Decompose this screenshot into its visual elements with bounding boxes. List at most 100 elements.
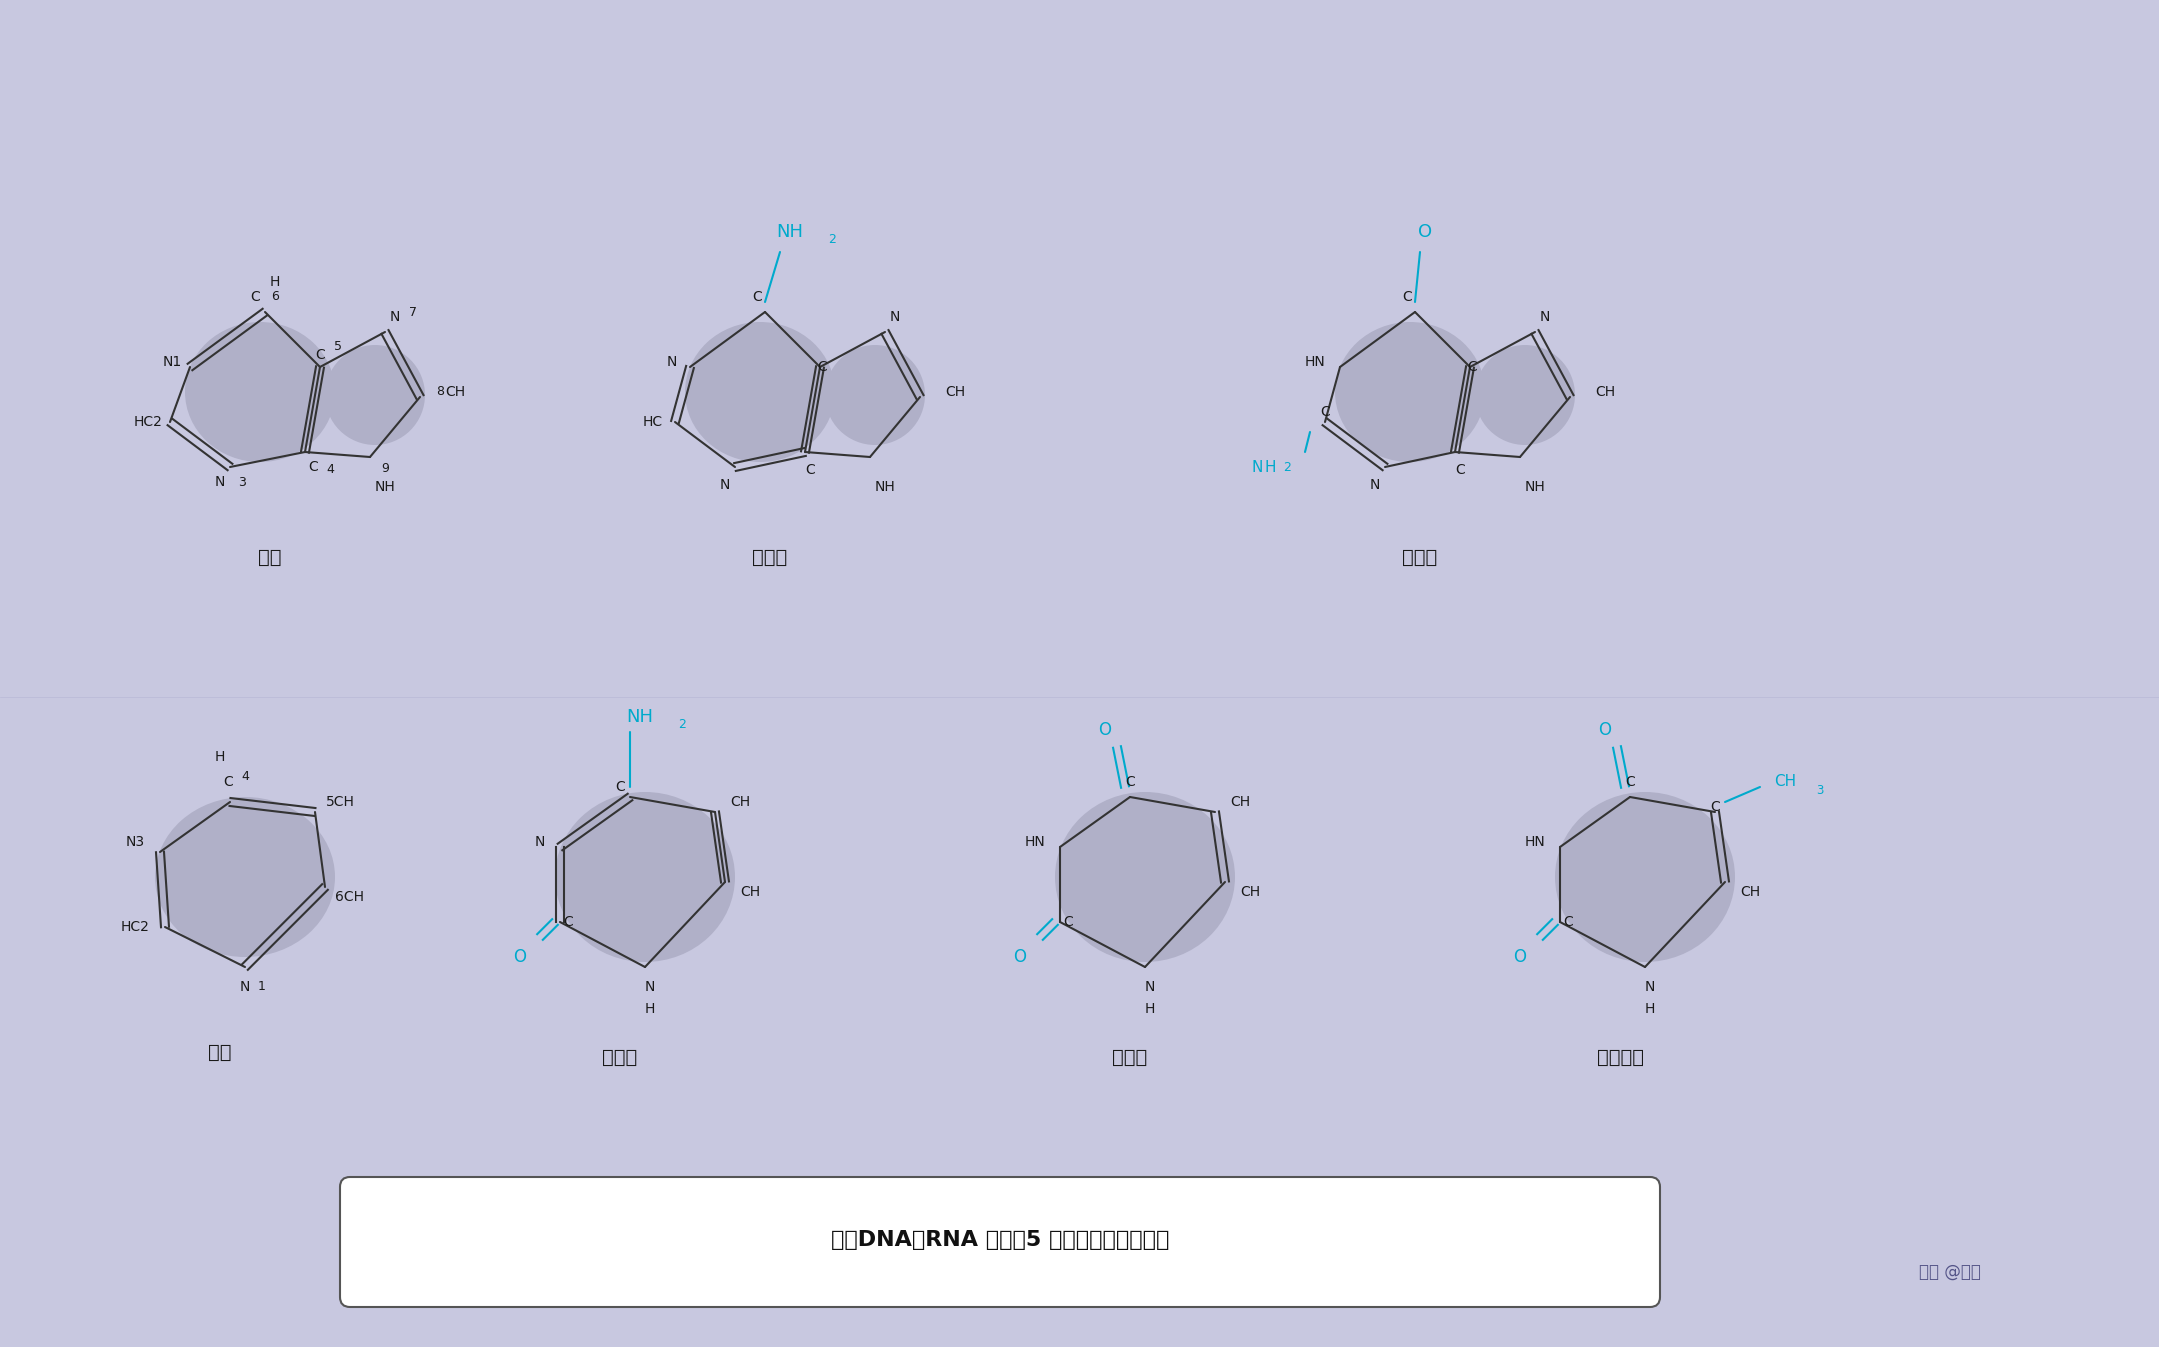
Text: 2: 2 — [829, 233, 836, 247]
Text: 9: 9 — [380, 462, 389, 475]
Text: C: C — [1455, 463, 1464, 477]
Ellipse shape — [825, 345, 924, 445]
Text: O: O — [1418, 224, 1431, 241]
Text: C: C — [1710, 800, 1721, 814]
Text: CH: CH — [1775, 775, 1796, 789]
Text: N: N — [890, 310, 900, 325]
Ellipse shape — [1056, 792, 1235, 962]
Text: CH: CH — [1596, 385, 1615, 399]
Text: H: H — [646, 1002, 654, 1016]
Text: N: N — [1144, 981, 1155, 994]
Ellipse shape — [555, 792, 734, 962]
Text: HN: HN — [1524, 835, 1546, 849]
Text: O: O — [1013, 948, 1026, 966]
Text: HC2: HC2 — [134, 415, 162, 428]
Text: N: N — [535, 835, 546, 849]
Text: N: N — [719, 478, 730, 492]
Ellipse shape — [684, 322, 836, 462]
Text: C: C — [315, 348, 324, 362]
Text: H: H — [1265, 459, 1276, 474]
Text: HC: HC — [643, 415, 663, 428]
Text: N: N — [646, 981, 654, 994]
Text: CH: CH — [1740, 885, 1760, 898]
Text: N: N — [391, 310, 399, 325]
Text: N: N — [1539, 310, 1550, 325]
Text: N: N — [1252, 459, 1263, 474]
Text: N1: N1 — [162, 356, 181, 369]
Text: NH: NH — [874, 480, 896, 494]
Text: N: N — [1645, 981, 1656, 994]
Text: CH: CH — [1231, 795, 1250, 810]
Text: CH: CH — [1239, 885, 1261, 898]
Text: 胸腺嘧啶: 胸腺嘧啶 — [1596, 1048, 1643, 1067]
Text: N: N — [214, 475, 225, 489]
Text: C: C — [1563, 915, 1574, 929]
Text: CH: CH — [946, 385, 965, 399]
Ellipse shape — [1475, 345, 1576, 445]
Text: C: C — [805, 463, 814, 477]
Text: C: C — [563, 915, 572, 929]
Text: 3: 3 — [237, 475, 246, 489]
Text: 腺嘌呤: 腺嘌呤 — [751, 547, 788, 567]
Text: CH: CH — [730, 795, 749, 810]
FancyBboxPatch shape — [339, 1177, 1660, 1307]
Text: HN: HN — [1026, 835, 1045, 849]
Text: C: C — [1468, 360, 1477, 374]
Text: 1: 1 — [259, 981, 266, 994]
Text: C: C — [1319, 405, 1330, 419]
Text: C: C — [222, 775, 233, 789]
Text: 4: 4 — [326, 463, 335, 477]
Text: N: N — [240, 981, 250, 994]
Text: C: C — [309, 459, 317, 474]
Text: NH: NH — [626, 709, 654, 726]
Text: H: H — [270, 275, 281, 290]
Text: N: N — [667, 356, 678, 369]
Text: 嘧啶: 嘧啶 — [207, 1043, 231, 1061]
Text: CH: CH — [741, 885, 760, 898]
Text: HC2: HC2 — [121, 920, 149, 933]
Text: HN: HN — [1304, 356, 1326, 369]
Text: 6CH: 6CH — [335, 890, 365, 904]
Ellipse shape — [1334, 322, 1485, 462]
Text: 5CH: 5CH — [326, 795, 354, 810]
Text: O: O — [1099, 721, 1112, 740]
Text: NH: NH — [777, 224, 803, 241]
Text: C: C — [816, 360, 827, 374]
Text: 7: 7 — [408, 306, 417, 318]
Text: 4: 4 — [242, 770, 248, 784]
Ellipse shape — [155, 797, 335, 956]
Text: C: C — [1062, 915, 1073, 929]
Ellipse shape — [1554, 792, 1736, 962]
Text: H: H — [1144, 1002, 1155, 1016]
Ellipse shape — [186, 322, 335, 462]
Text: C: C — [615, 780, 624, 793]
Ellipse shape — [326, 345, 425, 445]
Text: 8: 8 — [436, 385, 445, 399]
Text: 3: 3 — [1816, 784, 1824, 796]
Text: NH: NH — [376, 480, 395, 494]
Text: 6: 6 — [272, 291, 279, 303]
Text: 尿嘧啶: 尿嘧啶 — [1112, 1048, 1149, 1067]
Text: 胞嘧啶: 胞嘧啶 — [602, 1048, 637, 1067]
Text: O: O — [1598, 721, 1611, 740]
Text: 鸟嘌呤: 鸟嘌呤 — [1403, 547, 1438, 567]
Text: 2: 2 — [678, 718, 687, 731]
Text: 5: 5 — [335, 341, 341, 353]
Text: 组成DNA和RNA 分子的5 种含氮碱基的结构式: 组成DNA和RNA 分子的5 种含氮碱基的结构式 — [831, 1230, 1170, 1250]
Text: N: N — [1369, 478, 1380, 492]
Text: C: C — [1125, 775, 1136, 789]
Text: H: H — [214, 750, 225, 764]
Text: 知乎 @志成: 知乎 @志成 — [1919, 1263, 1982, 1281]
Text: 嘌呤: 嘌呤 — [259, 547, 283, 567]
Text: CH: CH — [445, 385, 464, 399]
Text: O: O — [514, 948, 527, 966]
Text: NH: NH — [1524, 480, 1546, 494]
Text: H: H — [1645, 1002, 1656, 1016]
Text: C: C — [751, 290, 762, 304]
Text: O: O — [1513, 948, 1526, 966]
Text: C: C — [1401, 290, 1412, 304]
Text: 2: 2 — [1282, 461, 1291, 474]
Text: N3: N3 — [125, 835, 145, 849]
Text: C: C — [250, 290, 259, 304]
Text: C: C — [1626, 775, 1634, 789]
